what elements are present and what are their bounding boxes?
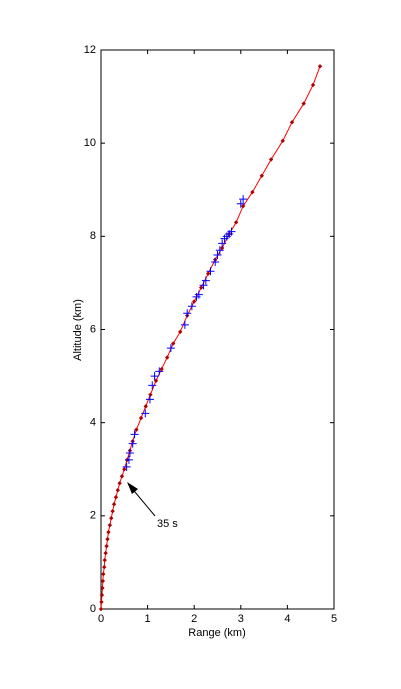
diamond-marker xyxy=(250,189,255,195)
plus-marker xyxy=(236,199,245,208)
plus-marker xyxy=(128,439,137,448)
x-tick-label: 5 xyxy=(331,613,337,625)
diamond-marker xyxy=(119,474,125,479)
plus-marker xyxy=(194,290,203,299)
y-tick-label: 4 xyxy=(90,417,96,429)
diamond-marker xyxy=(105,536,110,542)
diamond-marker xyxy=(240,203,246,209)
diamond-marker xyxy=(110,508,115,514)
diamond-marker xyxy=(219,245,225,251)
plus-marker xyxy=(215,246,224,255)
plus-marker xyxy=(201,276,210,285)
y-tick-label: 0 xyxy=(90,603,96,615)
plus-marker xyxy=(218,239,227,248)
plus-marker xyxy=(211,257,220,266)
diamond-marker xyxy=(100,578,106,584)
y-axis-label: Altitude (km) xyxy=(72,299,84,361)
diamond-marker xyxy=(164,355,170,360)
plus-marker xyxy=(213,250,222,259)
diamond-marker xyxy=(106,529,111,535)
diamond-marker xyxy=(143,404,148,409)
plus-marker xyxy=(187,302,196,311)
plus-marker xyxy=(206,267,215,276)
diamond-marker xyxy=(233,220,239,225)
y-tick-label: 2 xyxy=(90,510,96,522)
diamond-marker xyxy=(310,82,316,88)
plus-marker xyxy=(150,372,159,381)
y-tick-label: 10 xyxy=(84,137,96,149)
diamond-marker xyxy=(171,341,176,346)
diamond-marker xyxy=(122,467,127,472)
plus-marker xyxy=(183,309,192,318)
y-tick-label: 12 xyxy=(84,44,96,56)
diamond-marker xyxy=(101,571,106,577)
x-tick-label: 3 xyxy=(238,613,244,625)
diamond-marker xyxy=(113,495,119,500)
diamond-marker xyxy=(102,564,107,570)
plus-marker xyxy=(122,462,131,471)
diamond-marker xyxy=(192,299,197,304)
diamond-marker xyxy=(100,585,105,591)
diamond-marker xyxy=(98,606,104,612)
plus-marker xyxy=(148,381,157,390)
arrow-head xyxy=(127,482,138,494)
x-axis-label: Range (km) xyxy=(188,627,245,639)
plus-marker xyxy=(180,320,189,329)
diamond-marker xyxy=(268,157,274,162)
plus-marker xyxy=(141,409,150,418)
diamond-marker xyxy=(117,481,122,486)
diamond-marker xyxy=(205,271,211,276)
x-tick-label: 0 xyxy=(98,613,104,625)
diamond-marker xyxy=(107,522,113,528)
diamond-marker xyxy=(148,392,153,397)
plus-marker xyxy=(124,455,133,464)
y-tick-label: 6 xyxy=(90,323,96,335)
diamond-marker xyxy=(115,488,120,493)
plus-marker xyxy=(239,195,248,204)
x-tick-label: 2 xyxy=(191,613,197,625)
diamond-marker xyxy=(102,557,107,563)
diamond-marker xyxy=(159,366,164,372)
plus-marker xyxy=(130,430,139,439)
diamond-marker xyxy=(198,285,204,290)
diamond-marker xyxy=(301,101,306,106)
diamond-marker xyxy=(138,415,144,421)
plot-frame xyxy=(100,49,335,610)
diamond-marker xyxy=(99,592,105,598)
diamond-marker xyxy=(99,599,104,605)
plus-marker xyxy=(145,395,154,404)
plus-marker xyxy=(125,448,134,457)
diamond-marker xyxy=(134,427,139,432)
diamond-marker xyxy=(103,550,108,556)
diamond-marker xyxy=(259,173,264,178)
diamond-marker xyxy=(111,501,117,507)
diamond-marker xyxy=(317,64,323,69)
plus-marker xyxy=(199,281,208,290)
x-tick-label: 4 xyxy=(284,613,290,625)
diamond-marker xyxy=(280,138,285,144)
plus-marker xyxy=(155,367,164,376)
plus-marker xyxy=(227,227,236,236)
annotation: 35 s xyxy=(157,518,178,530)
plus-marker xyxy=(166,344,175,353)
x-tick-label: 1 xyxy=(145,613,151,625)
diamond-marker xyxy=(289,120,295,125)
diamond-marker xyxy=(104,543,109,549)
y-tick-label: 8 xyxy=(90,230,96,242)
diamond-marker xyxy=(178,329,183,335)
diamond-marker xyxy=(109,515,114,521)
